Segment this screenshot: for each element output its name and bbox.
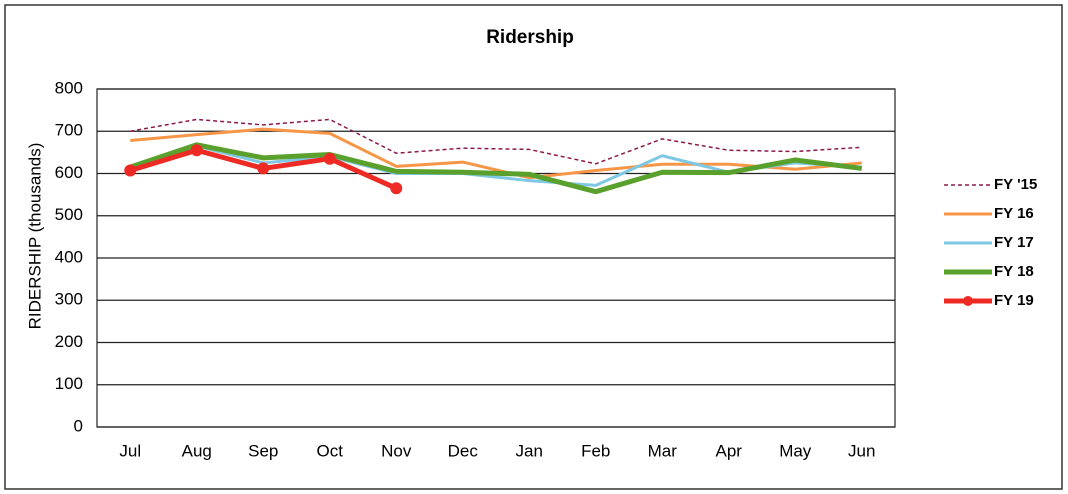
legend-label: FY 19: [994, 292, 1034, 309]
series-line: [129, 142, 863, 195]
y-axis-label: RIDERSHIP (thousands): [25, 143, 44, 330]
x-tick-label: Jan: [516, 441, 543, 460]
series-line: [130, 118, 862, 165]
y-tick-label: 600: [55, 163, 83, 182]
legend-label: FY 16: [994, 205, 1034, 222]
point-marker: [257, 162, 270, 175]
point-marker: [390, 182, 403, 195]
x-tick-label: Feb: [581, 441, 610, 460]
point-marker: [124, 164, 137, 177]
point-marker: [323, 152, 336, 165]
y-tick-label: 700: [55, 121, 83, 140]
x-tick-label: May: [779, 441, 812, 460]
series-line: [130, 127, 862, 180]
chart-title: Ridership: [486, 27, 574, 48]
y-tick-label: 0: [74, 416, 83, 435]
x-tick-label: Oct: [317, 441, 344, 460]
x-tick-label: Jul: [119, 441, 141, 460]
legend-marker: [963, 296, 973, 306]
y-tick-label: 200: [55, 332, 83, 351]
x-tick-label: Mar: [648, 441, 678, 460]
x-tick-label: Aug: [182, 441, 212, 460]
x-tick-label: Dec: [448, 441, 479, 460]
plot-border: [96, 88, 896, 428]
legend-label: FY '15: [994, 176, 1037, 193]
chart-border: [4, 4, 1063, 490]
point-marker: [190, 144, 203, 157]
x-tick-label: Sep: [248, 441, 278, 460]
y-tick-label: 300: [55, 290, 83, 309]
x-tick-label: Jun: [848, 441, 875, 460]
y-tick-label: 100: [55, 374, 83, 393]
y-tick-label: 500: [55, 205, 83, 224]
y-tick-label: 800: [55, 78, 83, 97]
y-tick-label: 400: [55, 247, 83, 266]
legend-label: FY 17: [994, 234, 1034, 251]
x-tick-label: Apr: [716, 441, 743, 460]
x-tick-label: Nov: [381, 441, 412, 460]
legend-label: FY 18: [994, 263, 1034, 280]
